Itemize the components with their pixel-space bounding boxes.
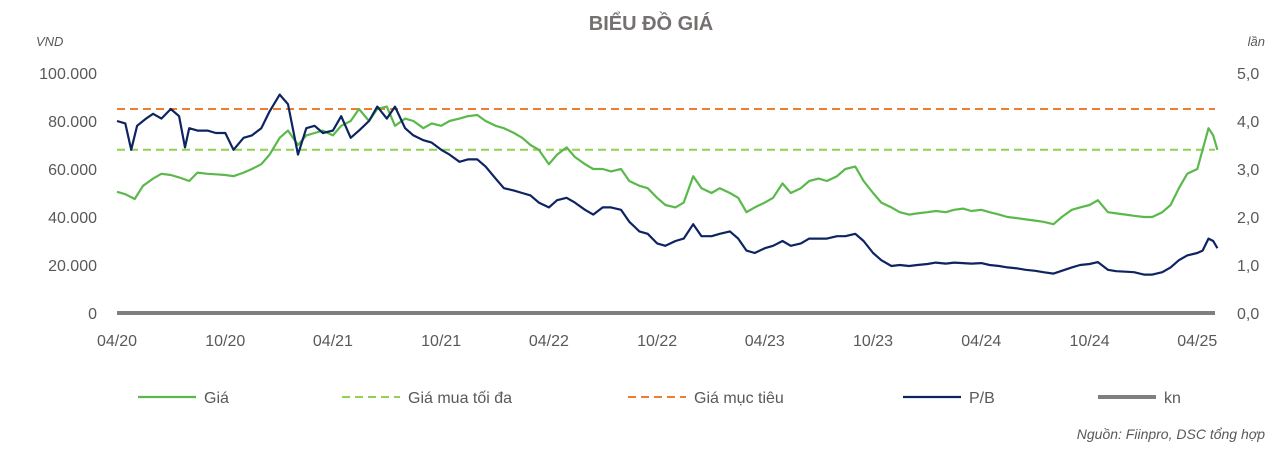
y-left-tick-label: 80.000 <box>48 114 97 131</box>
source-note: Nguồn: Fiinpro, DSC tổng hợp <box>1077 426 1265 442</box>
y-left-tick-label: 100.000 <box>39 66 97 83</box>
legend: Giá Giá mua tối đa Giá mục tiêu P/B kn <box>138 390 1181 407</box>
x-tick-label: 10/24 <box>1070 333 1110 350</box>
y-left-tick-label: 40.000 <box>48 210 97 227</box>
right-axis-unit: lần <box>1248 34 1265 49</box>
series-3-line <box>116 93 1219 276</box>
x-tick-label: 10/22 <box>637 333 677 350</box>
series-0-line <box>116 105 1219 226</box>
right-axis-ticks: 0,0 1,0 2,0 3,0 4,0 5,0 <box>1237 66 1259 323</box>
y-right-tick-label: 1,0 <box>1237 258 1259 275</box>
x-tick-label: 10/20 <box>205 333 245 350</box>
chart-title: BIỂU ĐỒ GIÁ <box>589 11 713 35</box>
x-tick-label: 04/20 <box>97 333 137 350</box>
x-tick-label: 10/23 <box>853 333 893 350</box>
x-tick-label: 04/22 <box>529 333 569 350</box>
left-axis-unit: VND <box>36 34 63 49</box>
x-axis-ticks: 04/20 10/20 04/21 10/21 04/22 10/22 04/23 10/23… <box>97 333 1217 350</box>
y-right-tick-label: 5,0 <box>1237 66 1259 83</box>
x-tick-label: 04/21 <box>313 333 353 350</box>
legend-label: Giá <box>204 390 229 407</box>
x-tick-label: 04/25 <box>1177 333 1217 350</box>
legend-label: Giá mục tiêu <box>694 390 784 407</box>
plot-area <box>116 93 1219 315</box>
x-tick-label: 10/21 <box>421 333 461 350</box>
y-left-tick-label: 20.000 <box>48 258 97 275</box>
left-axis-ticks: 0 20.000 40.000 60.000 80.000 100.000 <box>39 66 97 323</box>
y-left-tick-label: 60.000 <box>48 162 97 179</box>
y-right-tick-label: 2,0 <box>1237 210 1259 227</box>
y-right-tick-label: 3,0 <box>1237 162 1259 179</box>
y-right-tick-label: 4,0 <box>1237 114 1259 131</box>
legend-label: kn <box>1164 390 1181 407</box>
x-tick-label: 04/23 <box>745 333 785 350</box>
legend-label: Giá mua tối đa <box>408 390 512 407</box>
x-tick-label: 04/24 <box>961 333 1001 350</box>
legend-label: P/B <box>969 390 995 407</box>
y-right-tick-label: 0,0 <box>1237 306 1259 323</box>
y-left-tick-label: 0 <box>88 306 97 323</box>
